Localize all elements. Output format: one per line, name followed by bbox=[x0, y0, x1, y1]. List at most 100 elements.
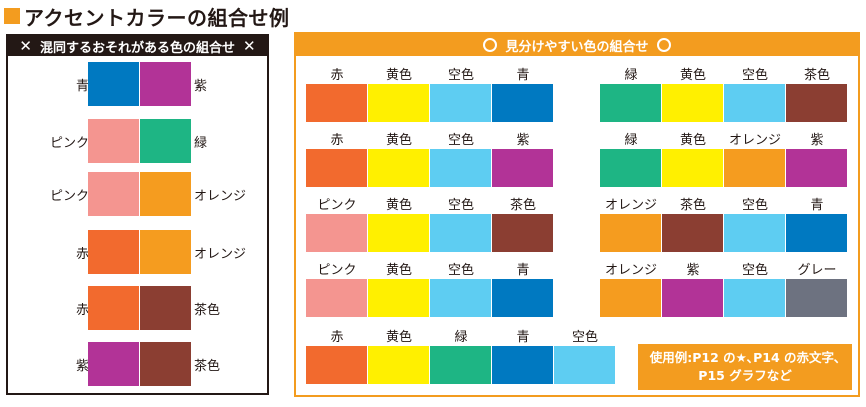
color-combination: 赤 黄色 空色 紫 bbox=[306, 129, 554, 187]
combination-color-label: 赤 bbox=[330, 68, 344, 83]
left-color-swatch bbox=[88, 172, 139, 216]
combination-color-swatch bbox=[600, 279, 661, 317]
cross-icon: ✕ bbox=[243, 36, 256, 55]
right-color-label: 茶色 bbox=[194, 358, 221, 374]
combination-color-label: 緑 bbox=[624, 68, 638, 83]
combination-color-label: 黄色 bbox=[385, 263, 412, 278]
usage-example-line2: P15 グラフなど bbox=[698, 368, 792, 383]
confusing-row: 赤 オレンジ bbox=[8, 230, 267, 274]
combination-color-swatch bbox=[306, 346, 367, 384]
combination-color-label: グレー bbox=[797, 263, 837, 278]
combination-color-label: 黄色 bbox=[679, 68, 706, 83]
color-combination: オレンジ 茶色 空色 青 bbox=[600, 194, 848, 252]
combination-color-label: 黄色 bbox=[385, 198, 412, 213]
combination-color-swatch bbox=[368, 279, 429, 317]
left-color-label: 紫 bbox=[75, 358, 89, 374]
combination-color-label: 緑 bbox=[624, 133, 638, 148]
usage-example-box: 使用例:P12 の★､P14 の赤文字､ P15 グラフなど bbox=[638, 344, 852, 390]
usage-example-line1: 使用例:P12 の★､P14 の赤文字､ bbox=[649, 350, 841, 365]
combination-color-swatch bbox=[492, 149, 553, 187]
combination-color-label: 赤 bbox=[330, 330, 344, 345]
combination-color-swatch bbox=[786, 214, 847, 252]
combination-color-label: 空色 bbox=[447, 68, 474, 83]
combination-color-swatch bbox=[492, 84, 553, 122]
distinguishable-header-label: 見分けやすい色の組合せ bbox=[505, 39, 649, 55]
combination-color-swatch bbox=[430, 279, 491, 317]
circle-icon bbox=[656, 38, 671, 52]
combination-color-label: 青 bbox=[516, 263, 530, 278]
combination-color-swatch bbox=[600, 84, 661, 122]
combination-color-label: 茶色 bbox=[679, 198, 706, 213]
combination-color-swatch bbox=[306, 214, 367, 252]
combination-color-swatch bbox=[600, 149, 661, 187]
combination-color-swatch bbox=[662, 214, 723, 252]
color-combination: 赤 黄色 緑 青 空色 bbox=[306, 326, 616, 384]
right-color-label: 緑 bbox=[194, 135, 208, 151]
combination-color-label: 茶色 bbox=[803, 68, 830, 83]
left-color-swatch bbox=[88, 62, 139, 106]
combination-color-swatch bbox=[368, 84, 429, 122]
color-combination: 緑 黄色 オレンジ 紫 bbox=[600, 129, 848, 187]
combination-color-swatch bbox=[492, 346, 553, 384]
page-title: アクセントカラーの組合せ例 bbox=[24, 5, 290, 30]
left-color-label: 赤 bbox=[75, 302, 89, 318]
color-combination: 緑 黄色 空色 茶色 bbox=[600, 64, 848, 122]
color-combination: オレンジ 紫 空色 グレー bbox=[600, 259, 848, 317]
combination-color-swatch bbox=[430, 214, 491, 252]
combination-color-swatch bbox=[306, 84, 367, 122]
right-color-label: オレンジ bbox=[194, 246, 247, 262]
combination-color-label: 空色 bbox=[741, 263, 768, 278]
confusing-row: 紫 茶色 bbox=[8, 342, 267, 386]
combination-color-label: 空色 bbox=[447, 133, 474, 148]
combination-color-swatch bbox=[492, 279, 553, 317]
right-color-label: 茶色 bbox=[194, 302, 221, 318]
combination-color-label: 青 bbox=[516, 330, 530, 345]
combination-color-swatch bbox=[430, 84, 491, 122]
left-color-label: ピンク bbox=[49, 135, 89, 151]
combination-color-swatch bbox=[368, 214, 429, 252]
title-square-icon bbox=[4, 8, 20, 24]
combination-color-swatch bbox=[786, 279, 847, 317]
combination-color-label: ピンク bbox=[317, 198, 357, 213]
combination-color-swatch bbox=[662, 84, 723, 122]
circle-icon bbox=[483, 38, 498, 52]
combination-color-swatch bbox=[306, 149, 367, 187]
combination-color-swatch bbox=[662, 149, 723, 187]
combination-color-label: 青 bbox=[810, 198, 824, 213]
confusing-row: 青紫 bbox=[8, 62, 267, 106]
combination-color-label: 黄色 bbox=[679, 133, 706, 148]
distinguishable-combinations-panel: 見分けやすい色の組合せ 赤黄色 空色青緑黄色 空色 茶色赤黄色 空色紫緑黄色 オレンジ紫ピ… bbox=[294, 32, 860, 397]
combination-color-swatch bbox=[724, 149, 785, 187]
combination-color-label: オレンジ bbox=[604, 263, 657, 278]
combination-color-swatch bbox=[554, 346, 615, 384]
combination-color-swatch bbox=[786, 84, 847, 122]
combination-color-swatch bbox=[724, 279, 785, 317]
left-color-label: 赤 bbox=[75, 246, 89, 262]
combination-color-swatch bbox=[430, 149, 491, 187]
combination-color-swatch bbox=[368, 149, 429, 187]
color-combination: ピンク 黄色 空色 青 bbox=[306, 259, 554, 317]
combination-color-label: 赤 bbox=[330, 133, 344, 148]
left-color-swatch bbox=[88, 230, 139, 274]
right-color-swatch bbox=[140, 286, 191, 330]
confusing-header: ✕ 混同するおそれがある色の組合せ ✕ bbox=[8, 36, 267, 56]
right-color-swatch bbox=[140, 230, 191, 274]
left-color-label: 青 bbox=[75, 78, 89, 94]
combination-color-label: 青 bbox=[516, 68, 530, 83]
right-color-swatch bbox=[140, 119, 191, 163]
combination-color-label: ピンク bbox=[317, 263, 357, 278]
combination-color-label: 黄色 bbox=[385, 330, 412, 345]
left-color-swatch bbox=[88, 119, 139, 163]
combination-color-label: 空色 bbox=[741, 68, 768, 83]
combination-color-swatch bbox=[430, 346, 491, 384]
combination-color-label: 空色 bbox=[741, 198, 768, 213]
right-color-swatch bbox=[140, 62, 191, 106]
combination-color-swatch bbox=[724, 214, 785, 252]
combination-color-label: 緑 bbox=[454, 330, 468, 345]
right-color-swatch bbox=[140, 342, 191, 386]
combination-color-swatch bbox=[492, 214, 553, 252]
color-combination: ピンク 黄色 空色 茶色 bbox=[306, 194, 554, 252]
combination-color-swatch bbox=[786, 149, 847, 187]
right-color-label: オレンジ bbox=[194, 188, 247, 204]
combination-color-label: 空色 bbox=[447, 263, 474, 278]
